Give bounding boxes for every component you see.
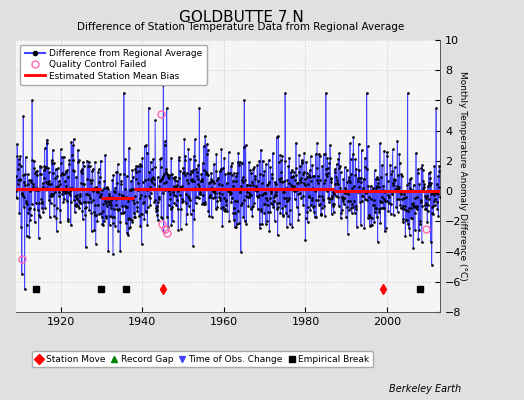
Text: Berkeley Earth: Berkeley Earth [389, 384, 461, 394]
Text: Difference of Station Temperature Data from Regional Average: Difference of Station Temperature Data f… [78, 22, 405, 32]
Text: GOLDBUTTE 7 N: GOLDBUTTE 7 N [179, 10, 303, 25]
Y-axis label: Monthly Temperature Anomaly Difference (°C): Monthly Temperature Anomaly Difference (… [458, 71, 467, 281]
Legend: Station Move, Record Gap, Time of Obs. Change, Empirical Break: Station Move, Record Gap, Time of Obs. C… [32, 351, 373, 367]
